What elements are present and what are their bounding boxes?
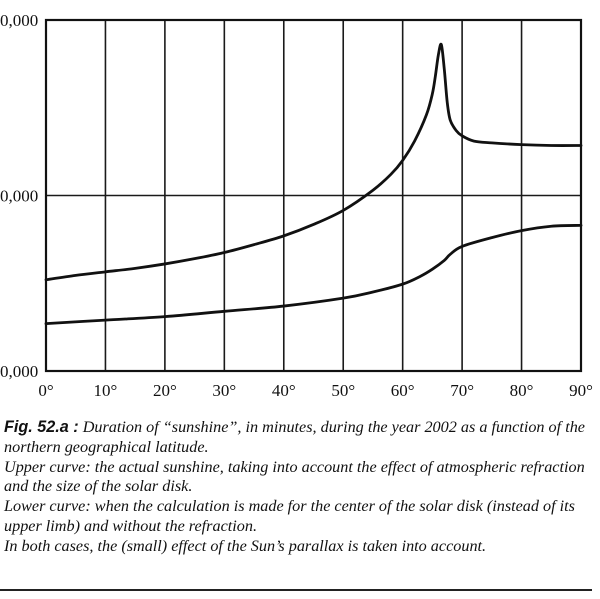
- chart-area: 0° 10° 20° 30° 40° 50° 60° 70° 80° 90° 0,000 0,000…: [0, 11, 593, 400]
- y-tick-label: 0,000: [0, 187, 38, 206]
- x-tick-label: 0°: [38, 381, 53, 400]
- x-tick-label: 40°: [272, 381, 296, 400]
- y-tick-label: 0,000: [0, 362, 38, 381]
- bottom-rule: [0, 589, 592, 591]
- x-tick-label: 30°: [212, 381, 236, 400]
- y-tick-label: 0,000: [0, 11, 38, 30]
- plot-border: [44, 18, 583, 373]
- caption-lower-curve: Lower curve: when the calculation is mad…: [4, 497, 575, 535]
- x-tick-label: 20°: [153, 381, 177, 400]
- lower-curve-line: [44, 223, 583, 326]
- grid: [46, 20, 581, 371]
- x-tick-label: 50°: [331, 381, 355, 400]
- x-tick-label: 90°: [569, 381, 593, 400]
- plot-frame: [44, 18, 583, 373]
- x-tick-label: 70°: [450, 381, 474, 400]
- caption-upper-curve: Upper curve: the actual sunshine, taking…: [4, 457, 585, 496]
- caption-parallax-note: In both cases, the (small) effect of the…: [4, 536, 487, 555]
- figure-label: Fig. 52.a :: [4, 418, 79, 436]
- x-axis-ticks: 0° 10° 20° 30° 40° 50° 60° 70° 80° 90°: [38, 381, 593, 400]
- figure-caption: Fig. 52.a : Duration of “sunshine”, in m…: [4, 418, 589, 557]
- caption-title-text: Duration of “sunshine”, in minutes, duri…: [4, 418, 585, 456]
- upper-curve-line: [44, 42, 583, 282]
- x-tick-label: 80°: [510, 381, 534, 400]
- series-group: [44, 42, 583, 326]
- x-tick-label: 60°: [391, 381, 415, 400]
- caption-title: Fig. 52.a : Duration of “sunshine”, in m…: [4, 418, 589, 458]
- chart-svg: 0° 10° 20° 30° 40° 50° 60° 70° 80° 90° 0,0000,000…: [0, 11, 593, 400]
- y-axis-ticks: 0,000 0,000 0,000: [0, 11, 38, 381]
- x-tick-label: 10°: [94, 381, 118, 400]
